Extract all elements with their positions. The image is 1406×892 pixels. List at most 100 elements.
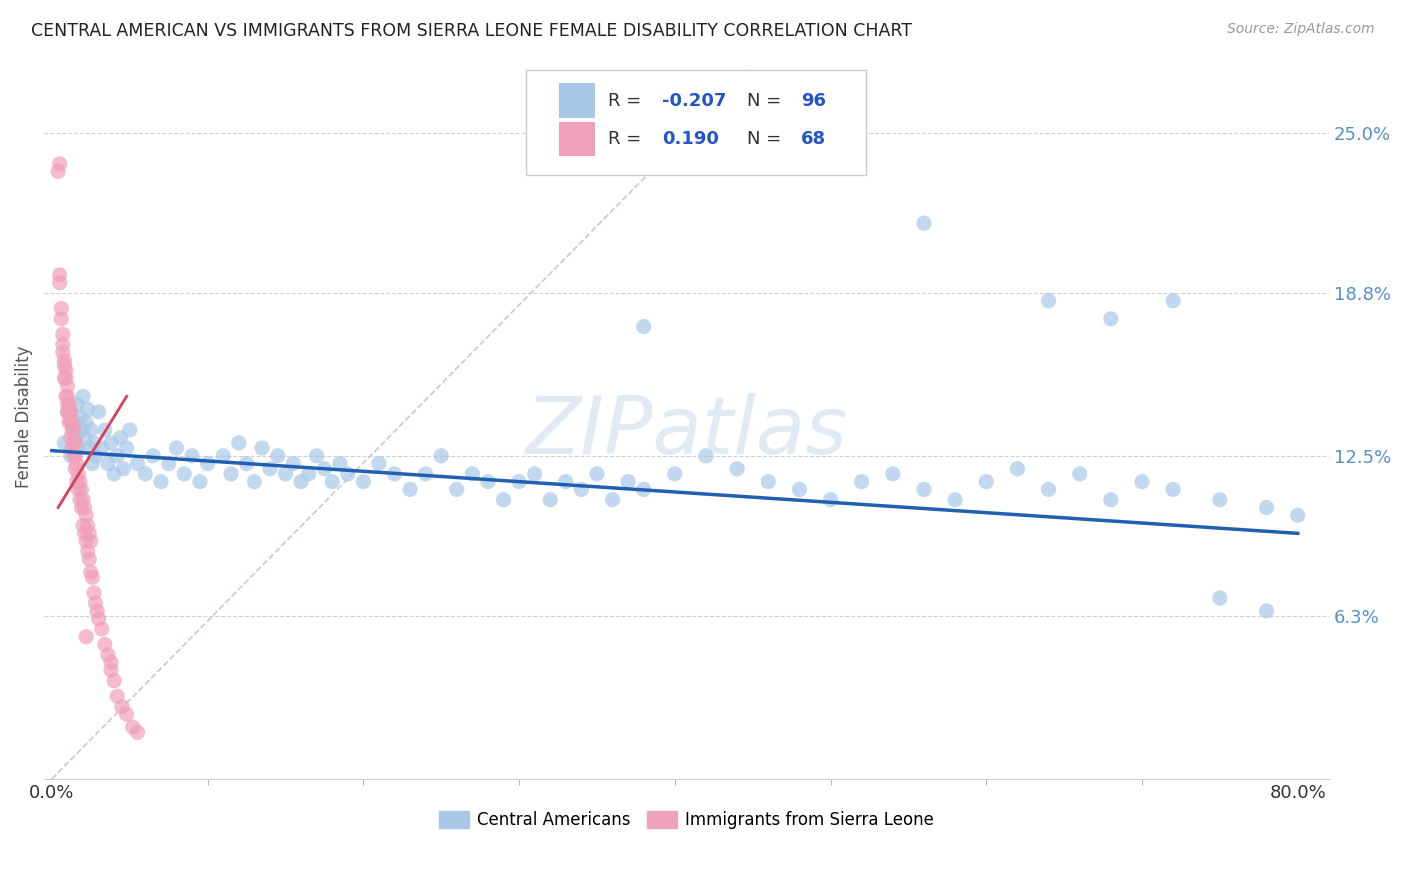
Point bbox=[75, 534, 97, 549]
Point bbox=[70, 500, 93, 515]
Point bbox=[851, 475, 873, 489]
Point bbox=[56, 379, 79, 393]
Point bbox=[664, 467, 686, 481]
Point bbox=[67, 483, 90, 497]
Point bbox=[70, 423, 93, 437]
Point bbox=[111, 699, 134, 714]
Point bbox=[62, 415, 84, 429]
Point bbox=[122, 720, 145, 734]
Point bbox=[149, 475, 172, 489]
Point bbox=[97, 648, 120, 662]
Point bbox=[103, 467, 125, 481]
Point bbox=[65, 436, 87, 450]
Point bbox=[52, 327, 75, 342]
Y-axis label: Female Disability: Female Disability bbox=[15, 346, 32, 488]
Point bbox=[90, 622, 112, 636]
Point bbox=[399, 483, 422, 497]
Point bbox=[882, 467, 904, 481]
Point bbox=[77, 441, 100, 455]
Point bbox=[571, 483, 593, 497]
Point bbox=[69, 492, 91, 507]
Point bbox=[197, 457, 219, 471]
Point bbox=[166, 441, 188, 455]
Point bbox=[53, 359, 76, 373]
Point bbox=[1286, 508, 1309, 523]
Point bbox=[1007, 461, 1029, 475]
Text: Source: ZipAtlas.com: Source: ZipAtlas.com bbox=[1227, 22, 1375, 37]
Point bbox=[305, 449, 328, 463]
Point bbox=[76, 402, 98, 417]
Text: N =: N = bbox=[747, 92, 787, 110]
Point bbox=[157, 457, 180, 471]
Point bbox=[243, 475, 266, 489]
Point bbox=[430, 449, 453, 463]
Point bbox=[789, 483, 811, 497]
Point bbox=[84, 596, 107, 610]
Point bbox=[1099, 311, 1122, 326]
Text: 96: 96 bbox=[801, 92, 825, 110]
Point bbox=[59, 431, 82, 445]
Point bbox=[83, 436, 105, 450]
Point bbox=[53, 436, 76, 450]
Point bbox=[76, 544, 98, 558]
Point bbox=[290, 475, 312, 489]
Point bbox=[67, 441, 90, 455]
Text: 68: 68 bbox=[801, 130, 825, 148]
Text: ZIPatlas: ZIPatlas bbox=[526, 392, 848, 470]
Point bbox=[695, 449, 717, 463]
Point bbox=[52, 337, 75, 351]
Point bbox=[115, 441, 138, 455]
Point bbox=[228, 436, 250, 450]
Text: 0.190: 0.190 bbox=[662, 130, 718, 148]
Point bbox=[97, 457, 120, 471]
Point bbox=[58, 405, 80, 419]
Point bbox=[105, 689, 128, 703]
Point bbox=[86, 604, 108, 618]
Point bbox=[477, 475, 499, 489]
Point bbox=[80, 534, 103, 549]
Point bbox=[725, 461, 748, 475]
Point bbox=[110, 431, 132, 445]
Point bbox=[56, 397, 79, 411]
Point bbox=[59, 405, 82, 419]
Point bbox=[60, 441, 83, 455]
Point bbox=[48, 276, 70, 290]
Point bbox=[115, 707, 138, 722]
Text: CENTRAL AMERICAN VS IMMIGRANTS FROM SIERRA LEONE FEMALE DISABILITY CORRELATION C: CENTRAL AMERICAN VS IMMIGRANTS FROM SIER… bbox=[31, 22, 912, 40]
Point bbox=[127, 725, 149, 739]
Point bbox=[1038, 293, 1060, 308]
Text: -0.207: -0.207 bbox=[662, 92, 727, 110]
Point bbox=[76, 518, 98, 533]
Point bbox=[259, 461, 281, 475]
Point bbox=[80, 423, 103, 437]
Point bbox=[58, 397, 80, 411]
Point bbox=[75, 508, 97, 523]
Text: R =: R = bbox=[609, 130, 647, 148]
Point bbox=[87, 405, 110, 419]
Point bbox=[66, 397, 89, 411]
Point bbox=[55, 363, 77, 377]
Point bbox=[62, 449, 84, 463]
Point bbox=[51, 301, 73, 316]
Point bbox=[56, 405, 79, 419]
Point bbox=[235, 457, 257, 471]
Text: N =: N = bbox=[747, 130, 787, 148]
Point bbox=[1161, 483, 1184, 497]
Point bbox=[73, 431, 96, 445]
Point bbox=[943, 492, 966, 507]
Point bbox=[52, 345, 75, 359]
Point bbox=[65, 443, 87, 458]
Point bbox=[75, 630, 97, 644]
Point bbox=[314, 461, 336, 475]
FancyBboxPatch shape bbox=[526, 70, 866, 175]
Point bbox=[65, 449, 87, 463]
Point bbox=[181, 449, 204, 463]
Point bbox=[336, 467, 359, 481]
Point bbox=[84, 449, 107, 463]
Point bbox=[72, 492, 94, 507]
Point bbox=[118, 423, 141, 437]
Point bbox=[267, 449, 290, 463]
Point bbox=[55, 389, 77, 403]
Point bbox=[69, 410, 91, 425]
Point bbox=[70, 483, 93, 497]
